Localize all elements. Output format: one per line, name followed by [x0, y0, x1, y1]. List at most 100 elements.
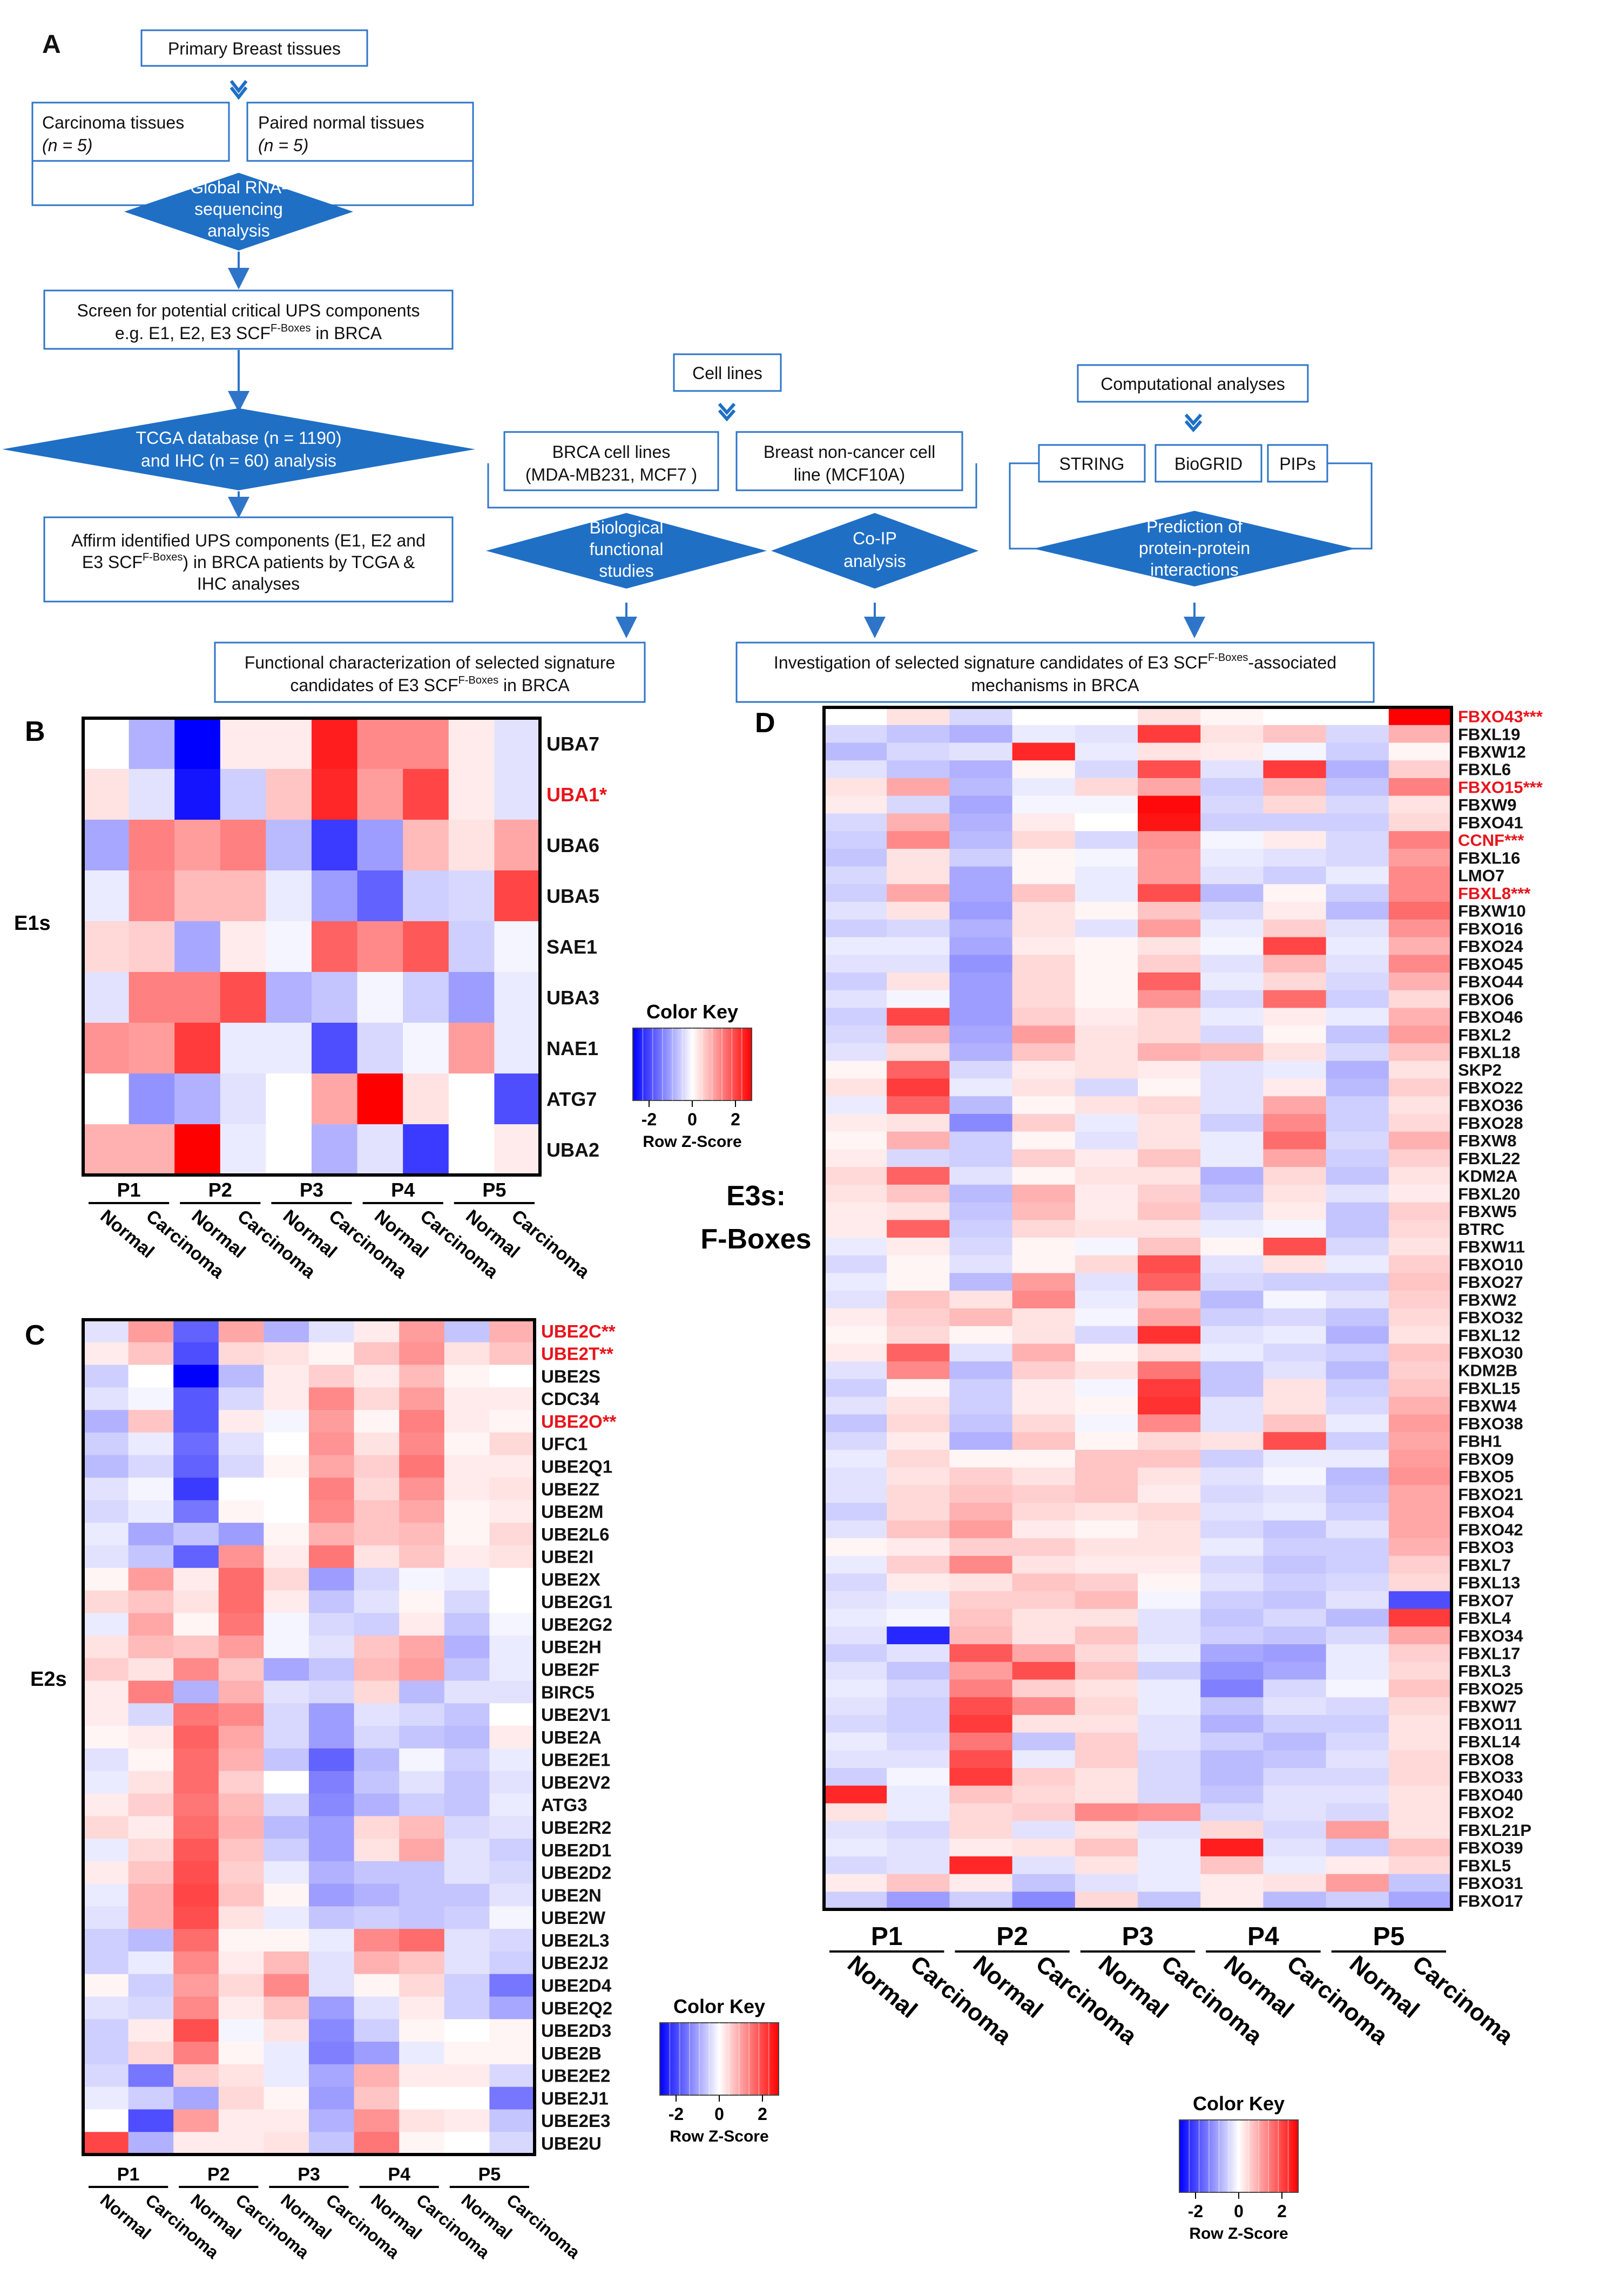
- text-string: STRING: [1059, 454, 1125, 474]
- heat-cell: [949, 1892, 1013, 1910]
- heat-cell: [887, 1220, 950, 1238]
- heat-cell: [949, 1644, 1013, 1663]
- heat-cell: [1012, 1255, 1076, 1274]
- heat-cell: [1326, 866, 1389, 884]
- heat-cell: [1138, 1379, 1201, 1397]
- heat-cell: [1263, 1025, 1327, 1044]
- heat-cell: [129, 1124, 175, 1176]
- text-coip-1: Co-IP: [853, 529, 897, 548]
- heat-cell: [1263, 1220, 1327, 1238]
- heat-cell: [128, 1929, 174, 1952]
- heat-cell: [1138, 1043, 1201, 1062]
- heat-cell: [1012, 848, 1076, 867]
- heat-cell: [1388, 707, 1452, 726]
- heat-cell: [1326, 1768, 1389, 1786]
- heat-cell: [309, 1793, 355, 1816]
- heat-cell: [949, 1714, 1013, 1733]
- heat-cell: [220, 718, 266, 769]
- row-label: UBE2S: [541, 1366, 600, 1386]
- heat-cell: [824, 1131, 887, 1150]
- heat-cell: [264, 1861, 309, 1885]
- heat-cell: [264, 2019, 309, 2042]
- row-label: UBE2J1: [541, 2088, 609, 2108]
- text-bio-2: functional: [590, 539, 664, 559]
- heat-cell: [1075, 1697, 1138, 1716]
- group-label-e3s-1: E3s:: [726, 1180, 786, 1212]
- heat-cell: [1388, 1238, 1452, 1256]
- heat-cell: [1012, 1662, 1076, 1680]
- heat-cell: [264, 2132, 309, 2155]
- heat-cell: [489, 1906, 535, 1929]
- heat-cell: [309, 1658, 355, 1682]
- heat-cell: [264, 1658, 309, 1682]
- heat-cell: [1388, 955, 1452, 973]
- heat-cell: [887, 1644, 950, 1663]
- heat-cell: [1138, 884, 1201, 902]
- box-comp: [1077, 364, 1309, 403]
- color-key-title: Color Key: [673, 1995, 765, 2017]
- heat-cell: [83, 820, 130, 871]
- heat-cell: [1012, 973, 1076, 991]
- heat-cell: [309, 2086, 355, 2110]
- heat-cell: [128, 1771, 174, 1794]
- heat-cell: [1388, 1538, 1452, 1556]
- patient-label: P2: [208, 1179, 232, 1201]
- heat-cell: [949, 1343, 1013, 1362]
- text-pips: PIPs: [1279, 454, 1316, 474]
- heat-cell: [949, 1856, 1013, 1875]
- heat-cell: [266, 718, 312, 769]
- heat-cell: [949, 1255, 1013, 1274]
- heat-cell: [1138, 1538, 1201, 1556]
- heat-cell: [399, 1432, 445, 1456]
- row-label: UBE2C**: [541, 1321, 616, 1341]
- heat-cell: [1012, 1449, 1076, 1468]
- heat-cell: [403, 1124, 449, 1176]
- heat-cell: [83, 1906, 129, 1929]
- heat-cell: [1263, 1732, 1327, 1751]
- heat-cell: [887, 1662, 950, 1680]
- heat-cell: [489, 1861, 535, 1885]
- heat-cell: [174, 972, 221, 1023]
- heat-cell: [403, 1023, 449, 1074]
- heat-cell: [399, 1771, 445, 1794]
- heat-cell: [312, 769, 358, 820]
- color-key-d: Color Key -2 0 2 Row Z-Score: [1179, 2092, 1299, 2243]
- heat-cell: [824, 1874, 887, 1892]
- color-key-tick-label: 0: [1234, 2202, 1244, 2221]
- heat-cell: [174, 820, 221, 871]
- heat-cell: [1012, 1803, 1076, 1821]
- heat-cell: [399, 1951, 445, 1975]
- heat-cell: [489, 1500, 535, 1523]
- heat-cell: [128, 1387, 174, 1410]
- text-affirm-3: IHC analyses: [197, 574, 300, 593]
- heat-cell: [444, 1996, 490, 2020]
- heat-cell: [1326, 1609, 1389, 1627]
- heat-cell: [949, 1078, 1013, 1097]
- row-label: FBXL5: [1458, 1856, 1511, 1875]
- heat-cell: [128, 1635, 174, 1659]
- row-label: FBXO25: [1458, 1679, 1523, 1698]
- heat-cell: [1138, 848, 1201, 867]
- heat-cell: [887, 1361, 950, 1380]
- heat-cell: [1326, 990, 1389, 1009]
- heat-cell: [1388, 725, 1452, 744]
- heat-cell: [266, 921, 312, 973]
- heat-cell: [949, 1432, 1013, 1450]
- heat-cell: [399, 1703, 445, 1726]
- heat-cell: [266, 1073, 312, 1125]
- heat-cell: [83, 870, 130, 922]
- row-label: FBXO41: [1458, 813, 1523, 832]
- heat-cell: [1388, 1697, 1452, 1716]
- heat-cell: [309, 1974, 355, 1997]
- heat-cell: [444, 1929, 490, 1952]
- box-investigation: [735, 641, 1375, 703]
- heat-cell: [1075, 1184, 1138, 1203]
- heat-cell: [312, 718, 358, 769]
- row-label: FBXO21: [1458, 1485, 1523, 1504]
- heat-cell: [494, 1124, 541, 1176]
- heat-cell: [1075, 1043, 1138, 1062]
- heat-cell: [1012, 1432, 1076, 1450]
- heat-cell: [220, 1023, 266, 1074]
- row-label: FBXO16: [1458, 919, 1523, 938]
- heat-cell: [824, 1184, 887, 1203]
